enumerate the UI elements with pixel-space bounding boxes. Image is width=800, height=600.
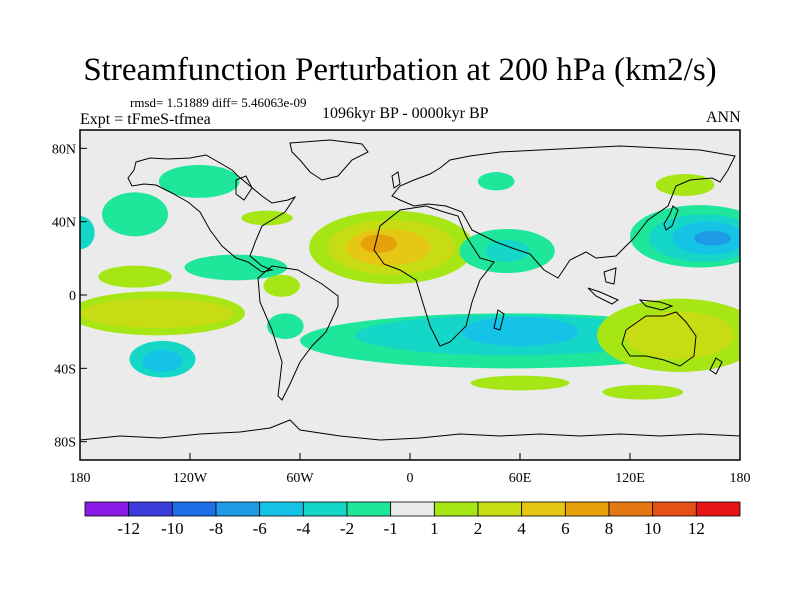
anomaly-region-30 — [80, 216, 95, 250]
coast-madagascar — [493, 309, 505, 331]
coast-greenland — [289, 139, 369, 181]
anomaly-field — [80, 164, 740, 400]
period-label: 1096kyr BP - 0000kyr BP — [322, 105, 489, 122]
colorbar-swatch — [564, 501, 610, 517]
figure-title: Streamfunction Perturbation at 200 hPa (… — [83, 52, 717, 88]
lon-tick-label: 180 — [70, 471, 91, 486]
anomaly-region-22 — [602, 384, 684, 400]
coast-japan — [663, 205, 679, 231]
coast-antarctica — [80, 419, 740, 441]
anomaly-region-17 — [485, 240, 530, 262]
colorbar-label: 2 — [474, 519, 483, 538]
coast-eurasia — [391, 145, 736, 279]
lon-tick-label: 120E — [615, 471, 645, 486]
colorbar-labels: -12 -10 -8 -6 -4 -2 -1 1 2 4 6 8 10 12 — [117, 519, 705, 538]
colorbar-swatch — [346, 501, 392, 517]
colorbar-label: 4 — [517, 519, 526, 538]
stats-text: rmsd= 1.51889 diff= 5.46063e-09 — [130, 95, 307, 110]
season-label: ANN — [706, 109, 741, 126]
anomaly-region-29 — [694, 230, 731, 246]
colorbar-swatch — [171, 501, 217, 517]
colorbar-swatch — [390, 501, 435, 517]
colorbar-label: -2 — [340, 519, 354, 538]
colorbar-label: -12 — [117, 519, 140, 538]
lon-tick-label: 0 — [407, 471, 414, 486]
longitude-labels: 180 120W 60W 0 60E 120E 180 — [70, 471, 751, 486]
coast-north-america — [127, 154, 297, 273]
anomaly-region-20 — [461, 317, 579, 347]
anomaly-region-0 — [158, 164, 240, 198]
lon-tick-label: 60E — [509, 471, 532, 486]
lon-tick-label: 180 — [730, 471, 751, 486]
coast-australia — [621, 311, 697, 367]
coastlines — [80, 139, 740, 441]
anomaly-region-10 — [267, 313, 304, 339]
colorbar-label: 12 — [688, 519, 705, 538]
lon-tick-label: 60W — [286, 471, 314, 486]
anomaly-region-21 — [470, 375, 570, 391]
lon-tick-label: 120W — [173, 471, 208, 486]
colorbar-label: -8 — [209, 519, 223, 538]
colorbar-swatch — [302, 501, 348, 517]
colorbar-swatch — [608, 501, 654, 517]
colorbar-swatch — [477, 501, 523, 517]
anomaly-region-15 — [477, 172, 515, 191]
colorbar-label: 6 — [561, 519, 570, 538]
anomaly-region-6 — [142, 350, 183, 372]
lat-tick-label: 80N — [52, 142, 76, 157]
colorbar-swatch — [521, 501, 566, 517]
anomaly-region-2 — [102, 192, 168, 237]
lat-tick-label: 40N — [52, 216, 76, 231]
experiment-label: Expt = tFmeS-tfmea — [80, 111, 211, 128]
latitude-labels: 80N 40N 0 40S 80S — [52, 142, 76, 450]
colorbar-swatch — [652, 501, 697, 517]
colorbar-label: 10 — [644, 519, 661, 538]
lat-tick-label: 80S — [54, 436, 76, 451]
colorbar-label: -1 — [384, 519, 398, 538]
anomaly-region-4 — [80, 298, 234, 329]
colorbar-swatch — [215, 501, 261, 517]
colorbar-label: -4 — [296, 519, 311, 538]
lat-tick-label: 40S — [54, 362, 76, 377]
anomaly-region-7 — [241, 210, 293, 226]
colorbar-swatch — [259, 501, 304, 517]
colorbar-label: -6 — [253, 519, 267, 538]
anomaly-region-8 — [184, 254, 288, 281]
colorbar-swatch — [128, 501, 173, 517]
colorbar-swatch — [84, 501, 130, 517]
anomaly-region-1 — [98, 265, 172, 288]
anomaly-region-24 — [624, 311, 735, 360]
coast-indonesia — [587, 267, 674, 311]
colorbar-label: 1 — [430, 519, 439, 538]
coast-africa — [373, 205, 495, 347]
axis-ticks — [79, 147, 741, 460]
coast-hudson — [235, 175, 253, 201]
coast-uk — [391, 171, 401, 189]
coast-new-zealand — [709, 357, 723, 375]
colorbar — [84, 501, 741, 517]
anomaly-region-14 — [360, 234, 398, 253]
colorbar-label: 8 — [605, 519, 614, 538]
anomaly-region-9 — [263, 274, 300, 297]
anomaly-region-25 — [655, 174, 715, 196]
colorbar-label: -10 — [161, 519, 184, 538]
coast-south-america — [257, 265, 339, 401]
lat-tick-label: 0 — [69, 289, 76, 304]
colorbar-swatch — [695, 501, 741, 517]
colorbar-swatch — [433, 501, 479, 517]
